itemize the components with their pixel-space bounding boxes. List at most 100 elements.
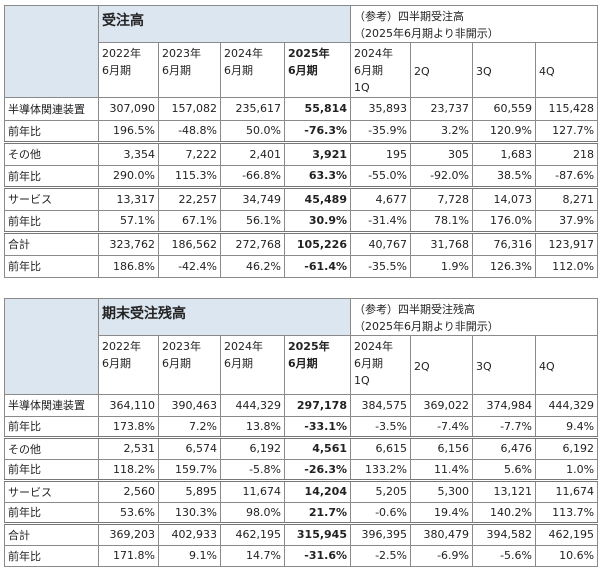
row-label: サービス [4, 186, 99, 211]
cell-value: 118.2% [98, 458, 159, 481]
column-header: 4Q [534, 335, 599, 395]
cell-value: 396,395 [350, 522, 411, 546]
cell-value: -48.8% [158, 119, 221, 143]
text-line: 2023年 [162, 47, 201, 60]
cell-value: 30.9% [284, 209, 351, 233]
cell-value: 315,945 [284, 522, 351, 546]
cell-value: 218 [534, 141, 599, 166]
data-row: 合計 369,203 402,933 462,195 315,945 396,395 380… [4, 522, 599, 546]
title-row: 受注高 （参考）四半期受注高 （2025年6月期より非開示） [4, 5, 599, 98]
table-title: 受注高 [98, 5, 351, 43]
row-label: 前年比 [4, 544, 99, 567]
cell-value: 384,575 [350, 394, 411, 417]
cell-value: 2,401 [220, 141, 285, 166]
cell-value: 374,984 [472, 394, 536, 417]
note-cell: （参考）四半期受注残高 （2025年6月期より非開示） [349, 298, 599, 336]
cell-value: 323,762 [98, 231, 159, 256]
cell-value: 34,749 [220, 186, 285, 211]
cell-value: 6,574 [158, 436, 221, 460]
cell-value: 6,476 [472, 436, 536, 460]
text-line: 2Q [414, 64, 430, 78]
cell-value: -35.5% [350, 254, 411, 278]
cell-value: 7,222 [158, 141, 221, 166]
cell-value: 186,562 [158, 231, 221, 256]
cell-value: 46.2% [220, 254, 285, 278]
cell-value: 444,329 [220, 394, 285, 417]
cell-value: -5.8% [220, 458, 285, 481]
text-line: 1Q [354, 81, 370, 94]
text-line: 3Q [476, 359, 492, 373]
cell-value: -5.6% [472, 544, 536, 567]
corner-cell [4, 5, 99, 98]
cell-value: 196.5% [98, 119, 159, 143]
row-label: 前年比 [4, 254, 99, 278]
data-row: 前年比 186.8% -42.4% 46.2% -61.4% -35.5% 1.9% 126.… [4, 254, 599, 278]
text-line: 6月期 [224, 64, 253, 77]
cell-value: 290.0% [98, 164, 159, 188]
cell-value: -7.7% [472, 415, 536, 438]
cell-value: 120.9% [472, 119, 536, 143]
cell-value: 6,192 [220, 436, 285, 460]
data-row: 前年比 173.8% 7.2% 13.8% -33.1% -3.5% -7.4% -7.7% 9… [4, 415, 599, 438]
row-label: 半導体関連装置 [4, 394, 99, 417]
column-header: 2022年 6月期 [98, 335, 159, 395]
text-line: 2025年 [288, 47, 330, 60]
column-header: 3Q [472, 335, 536, 395]
cell-value: 1.0% [534, 458, 599, 481]
text-line: 2022年 [102, 47, 141, 60]
cell-value: 176.0% [472, 209, 536, 233]
cell-value: 3,921 [284, 141, 351, 166]
text-line: （参考）四半期受注残高 [354, 303, 475, 316]
cell-value: 98.0% [220, 501, 285, 524]
cell-value: 13,317 [98, 186, 159, 211]
cell-value: -55.0% [350, 164, 411, 188]
row-label: 合計 [4, 231, 99, 256]
cell-value: 22,257 [158, 186, 221, 211]
data-row: 合計 323,762 186,562 272,768 105,226 40,767 31,7… [4, 231, 599, 256]
cell-value: 186.8% [98, 254, 159, 278]
cell-value: -2.5% [350, 544, 411, 567]
cell-value: 1,683 [472, 141, 536, 166]
row-label: 前年比 [4, 415, 99, 438]
cell-value: 6,615 [350, 436, 411, 460]
column-header: 2022年 6月期 [98, 42, 159, 98]
text-line: 1Q [354, 374, 370, 387]
cell-value: 5,300 [410, 479, 473, 503]
cell-value: 7.2% [158, 415, 221, 438]
cell-value: 40,767 [350, 231, 411, 256]
cell-value: 369,022 [410, 394, 473, 417]
column-header: 2025年 6月期 [284, 335, 351, 395]
cell-value: 50.0% [220, 119, 285, 143]
cell-value: 11,674 [534, 479, 599, 503]
cell-value: 57.1% [98, 209, 159, 233]
cell-value: -31.6% [284, 544, 351, 567]
text-line: 2025年 [288, 340, 330, 353]
column-header: 2024年 6月期 [220, 335, 285, 395]
data-row: 前年比 290.0% 115.3% -66.8% 63.3% -55.0% -92.0% 38… [4, 164, 599, 188]
cell-value: 2,531 [98, 436, 159, 460]
cell-value: 35,893 [350, 97, 411, 121]
cell-value: 23,737 [410, 97, 473, 121]
cell-value: 10.6% [534, 544, 599, 567]
column-header: 2024年 6月期 1Q [350, 42, 411, 98]
cell-value: 63.3% [284, 164, 351, 188]
cell-value: 305 [410, 141, 473, 166]
row-label: 前年比 [4, 458, 99, 481]
cell-value: -66.8% [220, 164, 285, 188]
text-line: 2024年 [354, 47, 393, 60]
cell-value: -76.3% [284, 119, 351, 143]
cell-value: -3.5% [350, 415, 411, 438]
cell-value: -42.4% [158, 254, 221, 278]
cell-value: 3,354 [98, 141, 159, 166]
text-line: 2024年 [354, 340, 393, 353]
row-label: 前年比 [4, 164, 99, 188]
column-header: 2025年 6月期 [284, 42, 351, 98]
cell-value: 112.0% [534, 254, 599, 278]
cell-value: 21.7% [284, 501, 351, 524]
data-row: 前年比 57.1% 67.1% 56.1% 30.9% -31.4% 78.1% 176.0%… [4, 209, 599, 233]
cell-value: 394,582 [472, 522, 536, 546]
cell-value: 6,156 [410, 436, 473, 460]
cell-value: 9.1% [158, 544, 221, 567]
header-row: 2022年 6月期 2023年 6月期 2024年 6月期 2025年 6月期 2024年 6月期… [5, 335, 599, 395]
